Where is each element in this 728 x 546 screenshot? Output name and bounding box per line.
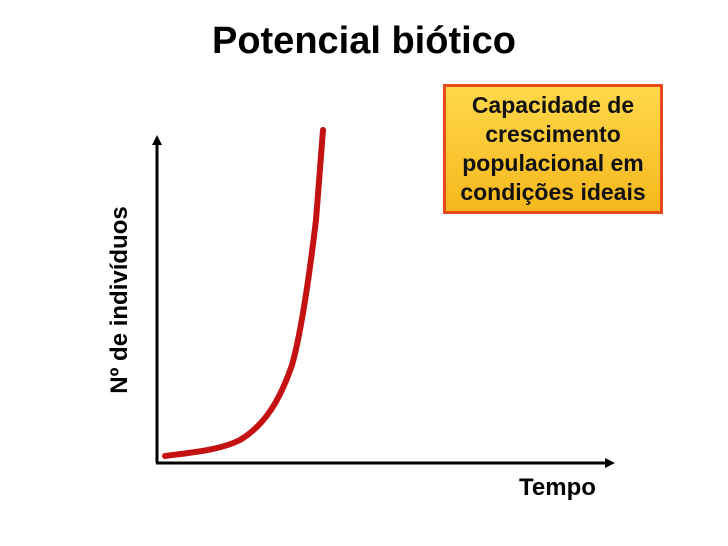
callout-text: Capacidade de crescimento populacional e… <box>460 92 646 205</box>
x-axis-label: Tempo <box>519 474 596 501</box>
y-axis-label: Nº de indivíduos <box>106 206 133 394</box>
slide-title: Potencial biótico <box>211 20 517 62</box>
exponential-growth-curve <box>162 127 326 459</box>
definition-callout: Capacidade de crescimento populacional e… <box>443 84 663 214</box>
